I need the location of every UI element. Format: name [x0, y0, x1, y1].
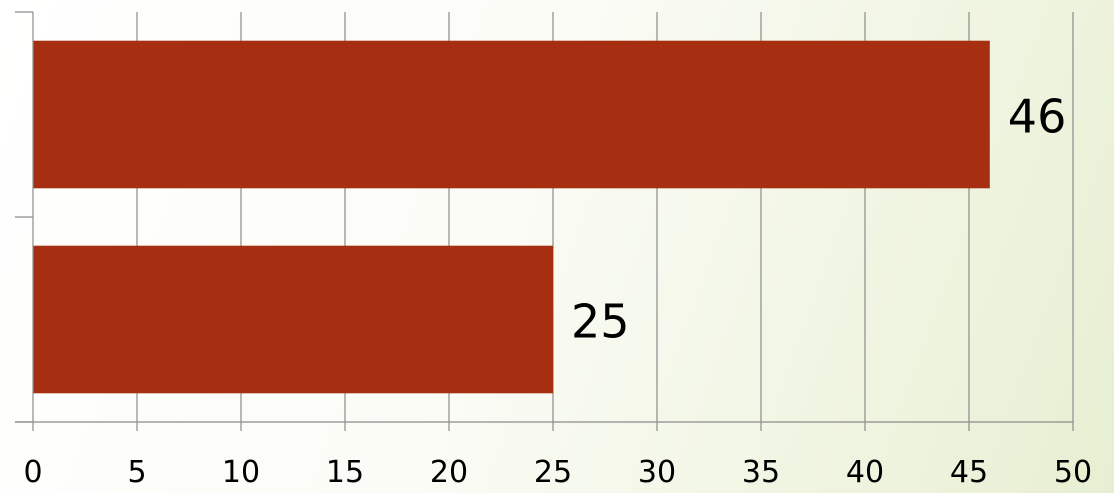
x-tick-label-30: 30	[638, 455, 676, 490]
data-label-1: 46	[1008, 90, 1067, 144]
x-tick-label-25: 25	[534, 455, 572, 490]
x-tick-label-45: 45	[950, 455, 988, 490]
x-tick-label-50: 50	[1054, 455, 1092, 490]
x-tick-labels: 0 5 10 15 20 25 30 35 40 45 50	[23, 455, 1092, 490]
x-tick-label-0: 0	[23, 455, 42, 490]
x-tick-label-35: 35	[742, 455, 780, 490]
x-tick-label-20: 20	[430, 455, 468, 490]
data-label-2: 25	[571, 295, 630, 349]
axes	[15, 11, 1074, 431]
x-tick-label-5: 5	[127, 455, 146, 490]
bars	[33, 40, 990, 394]
x-tick-label-40: 40	[846, 455, 884, 490]
bar-1	[33, 40, 990, 189]
x-tick-label-10: 10	[222, 455, 260, 490]
data-labels: 46 25	[571, 90, 1066, 349]
bar-2	[33, 245, 553, 394]
x-tick-label-15: 15	[326, 455, 364, 490]
